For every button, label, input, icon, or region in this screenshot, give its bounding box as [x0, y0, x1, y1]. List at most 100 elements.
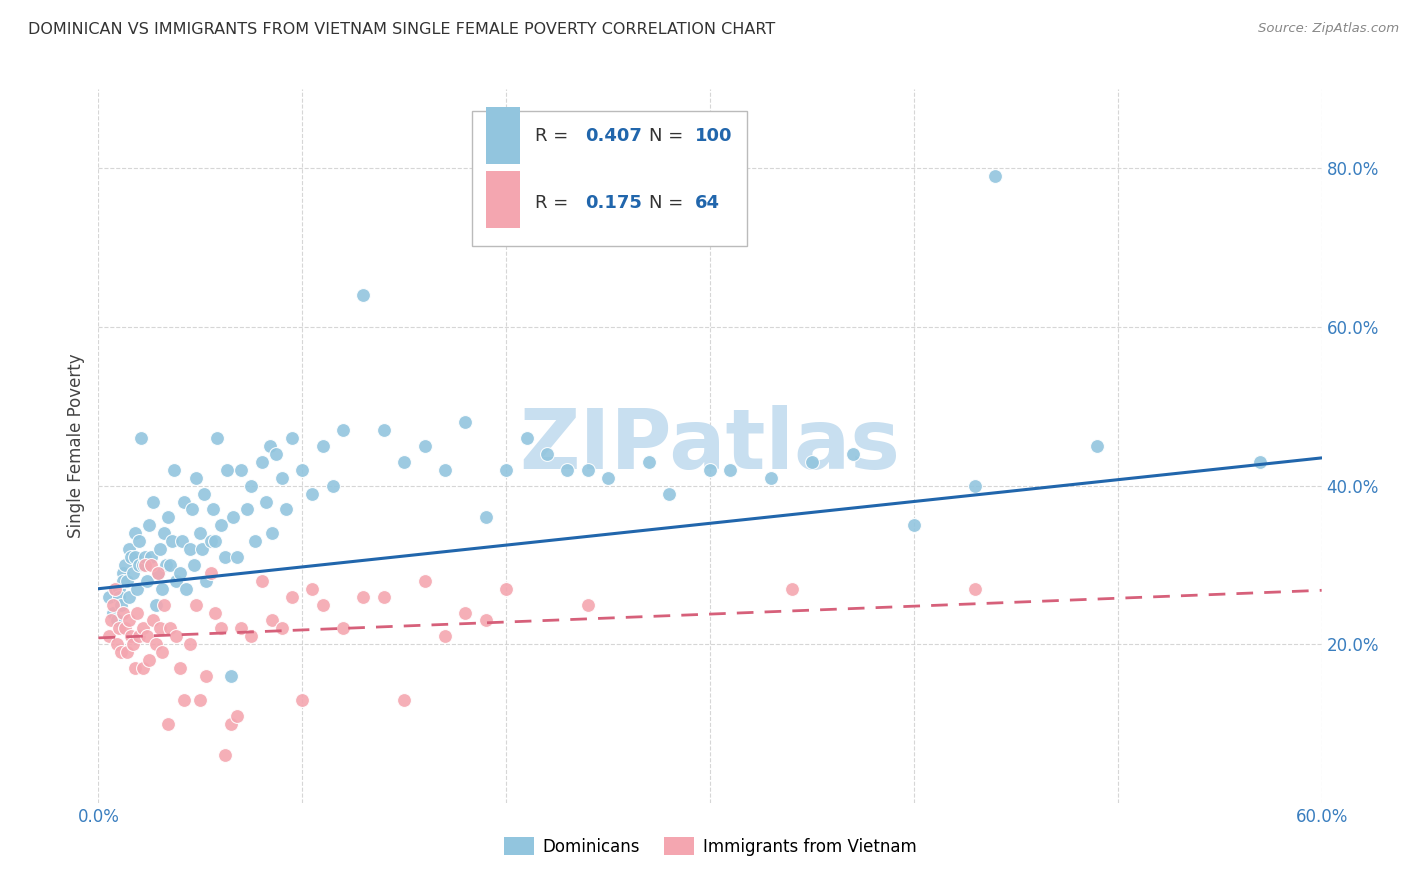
Point	[658, 486, 681, 500]
Point	[173, 494, 195, 508]
Point	[174, 582, 197, 596]
Point	[105, 614, 128, 628]
Point	[134, 558, 156, 572]
Point	[259, 439, 281, 453]
Point	[111, 606, 134, 620]
Point	[215, 463, 238, 477]
Point	[149, 542, 172, 557]
Text: 0.175: 0.175	[585, 194, 643, 212]
Point	[352, 288, 374, 302]
Text: 64: 64	[696, 194, 720, 212]
Point	[163, 463, 186, 477]
Point	[291, 463, 314, 477]
Point	[699, 463, 721, 477]
Point	[352, 590, 374, 604]
Point	[128, 558, 150, 572]
Point	[209, 518, 232, 533]
Point	[322, 478, 344, 492]
Point	[122, 637, 145, 651]
Point	[536, 447, 558, 461]
Point	[150, 582, 173, 596]
Point	[120, 629, 142, 643]
Point	[142, 494, 165, 508]
Point	[183, 558, 205, 572]
Point	[179, 542, 201, 557]
Point	[413, 574, 436, 588]
Point	[231, 621, 253, 635]
Point	[841, 447, 863, 461]
Point	[105, 637, 128, 651]
Point	[118, 542, 141, 557]
Point	[136, 629, 159, 643]
Point	[120, 549, 142, 564]
Point	[454, 606, 477, 620]
Point	[152, 598, 174, 612]
Point	[373, 423, 395, 437]
Point	[159, 621, 181, 635]
Point	[201, 502, 224, 516]
Point	[200, 566, 222, 580]
Point	[254, 494, 277, 508]
Point	[1249, 455, 1271, 469]
Point	[984, 169, 1007, 184]
Point	[226, 708, 249, 723]
Point	[576, 463, 599, 477]
Point	[332, 621, 354, 635]
Point	[780, 582, 803, 596]
Point	[104, 582, 127, 596]
Point	[236, 502, 259, 516]
Point	[761, 471, 783, 485]
Point	[219, 669, 242, 683]
Point	[156, 510, 179, 524]
Point	[245, 534, 267, 549]
Point	[474, 614, 498, 628]
Point	[110, 645, 132, 659]
Point	[169, 661, 191, 675]
Point	[104, 582, 127, 596]
Point	[274, 502, 297, 516]
Text: Source: ZipAtlas.com: Source: ZipAtlas.com	[1258, 22, 1399, 36]
Point	[108, 590, 131, 604]
Point	[160, 534, 183, 549]
FancyBboxPatch shape	[486, 107, 520, 164]
Point	[138, 518, 160, 533]
Point	[165, 574, 187, 588]
Point	[205, 431, 228, 445]
Point	[301, 486, 323, 500]
Text: N =: N =	[648, 127, 683, 145]
Point	[260, 526, 283, 541]
Point	[111, 566, 134, 580]
Point	[240, 629, 263, 643]
Point	[209, 621, 232, 635]
Point	[108, 621, 131, 635]
Point	[114, 621, 136, 635]
Point	[115, 574, 138, 588]
Point	[214, 549, 236, 564]
Point	[219, 716, 242, 731]
Point	[132, 558, 155, 572]
Point	[97, 629, 120, 643]
Point	[638, 455, 661, 469]
Point	[142, 614, 165, 628]
Point	[179, 637, 201, 651]
Text: R =: R =	[536, 127, 568, 145]
Point	[156, 716, 179, 731]
Point	[264, 447, 287, 461]
Point	[720, 463, 742, 477]
Text: DOMINICAN VS IMMIGRANTS FROM VIETNAM SINGLE FEMALE POVERTY CORRELATION CHART: DOMINICAN VS IMMIGRANTS FROM VIETNAM SIN…	[28, 22, 775, 37]
Point	[136, 574, 159, 588]
Point	[186, 471, 208, 485]
Text: 100: 100	[696, 127, 733, 145]
Point	[134, 549, 156, 564]
Point	[110, 598, 132, 612]
Point	[188, 692, 212, 706]
Point	[124, 526, 146, 541]
Point	[173, 692, 195, 706]
Point	[141, 558, 163, 572]
Point	[392, 692, 416, 706]
Point	[312, 598, 335, 612]
Point	[270, 471, 294, 485]
Point	[128, 534, 150, 549]
Point	[186, 598, 208, 612]
Point	[281, 431, 304, 445]
